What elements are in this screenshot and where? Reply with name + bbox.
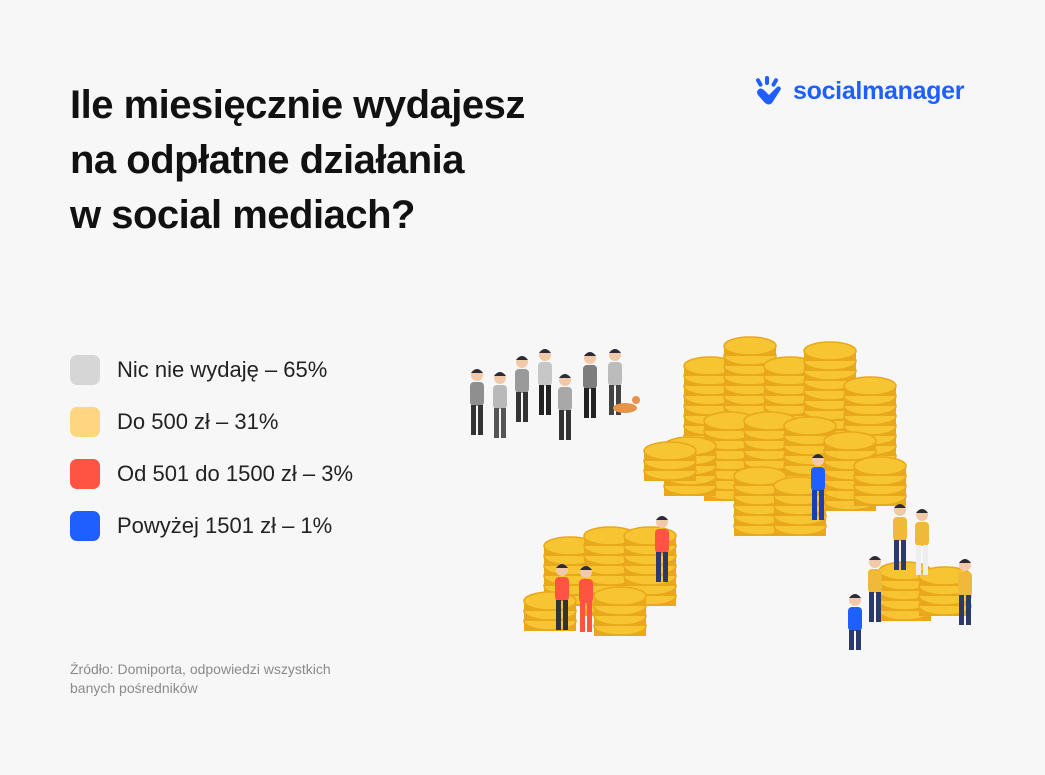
person-hair xyxy=(580,566,592,570)
coin-top xyxy=(733,466,787,486)
person-torso xyxy=(493,385,507,409)
person-hair xyxy=(471,369,483,373)
person-torso xyxy=(655,529,669,553)
person-leg xyxy=(876,592,881,622)
coin-top xyxy=(853,456,907,476)
coins-and-people-illustration xyxy=(470,336,972,650)
legend-label: Nic nie wydaję – 65% xyxy=(117,357,328,382)
person-hair xyxy=(539,349,551,353)
chart-legend: Nic nie wydaję – 65% Do 500 zł – 31% Od 50… xyxy=(70,352,353,560)
legend-swatch xyxy=(70,459,100,489)
legend-item: Powyżej 1501 zł – 1% xyxy=(70,508,353,544)
person-leg xyxy=(559,410,564,440)
legend-swatch xyxy=(70,511,100,541)
person-hair xyxy=(494,372,506,376)
person-hair xyxy=(559,374,571,378)
legend-item: Do 500 zł – 31% xyxy=(70,404,353,440)
person-leg xyxy=(494,408,499,438)
brand-logo: socialmanager xyxy=(755,76,964,106)
coin-top xyxy=(823,431,877,451)
title-line-1: Ile miesięcznie wydajesz xyxy=(70,83,525,127)
person-leg xyxy=(501,408,506,438)
title-line-3: w social mediach? xyxy=(70,193,415,237)
legend-item: Nic nie wydaję – 65% xyxy=(70,352,353,388)
coin-top xyxy=(783,416,837,436)
legend-swatch xyxy=(70,407,100,437)
person-leg xyxy=(580,602,585,632)
person-torso xyxy=(811,467,825,491)
person-leg xyxy=(523,392,528,422)
person-torso xyxy=(893,517,907,541)
person-leg xyxy=(849,630,854,650)
person-hair xyxy=(656,516,668,520)
person-hair xyxy=(812,454,824,458)
coin-top xyxy=(723,336,777,356)
person-leg xyxy=(856,630,861,650)
legend-label: Od 501 do 1500 zł – 3% xyxy=(117,461,354,486)
person-leg xyxy=(616,385,621,415)
person-leg xyxy=(869,592,874,622)
person-leg xyxy=(587,602,592,632)
legend-label: Powyżej 1501 zł – 1% xyxy=(117,513,333,538)
coin-top xyxy=(643,441,697,461)
person-hair xyxy=(609,349,621,353)
person-hair xyxy=(556,564,568,568)
person-leg xyxy=(894,540,899,570)
person-leg xyxy=(471,405,476,435)
person-leg xyxy=(566,410,571,440)
person-leg xyxy=(923,545,928,575)
person-leg xyxy=(516,392,521,422)
person-leg xyxy=(663,552,668,582)
person-leg xyxy=(916,545,921,575)
person-torso xyxy=(848,607,862,631)
person-torso xyxy=(470,382,484,406)
person-leg xyxy=(591,388,596,418)
person-torso xyxy=(868,569,882,593)
brand-name: socialmanager xyxy=(793,76,965,105)
person-torso xyxy=(538,362,552,386)
person-leg xyxy=(959,595,964,625)
person-hair xyxy=(869,556,881,560)
person-torso xyxy=(515,369,529,393)
person-torso xyxy=(583,365,597,389)
person-leg xyxy=(563,600,568,630)
person-leg xyxy=(584,388,589,418)
person-leg xyxy=(539,385,544,415)
person-leg xyxy=(656,552,661,582)
coin-top xyxy=(593,586,647,606)
title-line-2: na odpłatne działania xyxy=(70,138,465,182)
person-hair xyxy=(916,509,928,513)
coin-top xyxy=(803,341,857,361)
person-leg xyxy=(478,405,483,435)
person-torso xyxy=(558,387,572,411)
source-note: Źródło: Domiporta, odpowiedzi wszystkich… xyxy=(70,661,331,696)
person-hair xyxy=(894,504,906,508)
dog-head xyxy=(632,396,640,404)
page-title: Ile miesięcznie wydajesz na odpłatne dzi… xyxy=(70,78,525,243)
person-hair xyxy=(849,594,861,598)
hand-logo-icon xyxy=(756,76,781,105)
person-torso xyxy=(579,579,593,603)
legend-label: Do 500 zł – 31% xyxy=(117,409,279,434)
person-leg xyxy=(546,385,551,415)
person-hair xyxy=(959,559,971,563)
legend-swatch xyxy=(70,355,100,385)
person-hair xyxy=(584,352,596,356)
person-torso xyxy=(915,522,929,546)
person-leg xyxy=(812,490,817,520)
person-leg xyxy=(966,595,971,625)
person-leg xyxy=(819,490,824,520)
person-leg xyxy=(556,600,561,630)
dog xyxy=(613,403,637,413)
person-torso xyxy=(958,572,972,596)
person-leg xyxy=(609,385,614,415)
legend-item: Od 501 do 1500 zł – 3% xyxy=(70,456,353,492)
person-torso xyxy=(608,362,622,386)
person-hair xyxy=(516,356,528,360)
coin-top xyxy=(843,376,897,396)
person-torso xyxy=(555,577,569,601)
person-leg xyxy=(901,540,906,570)
